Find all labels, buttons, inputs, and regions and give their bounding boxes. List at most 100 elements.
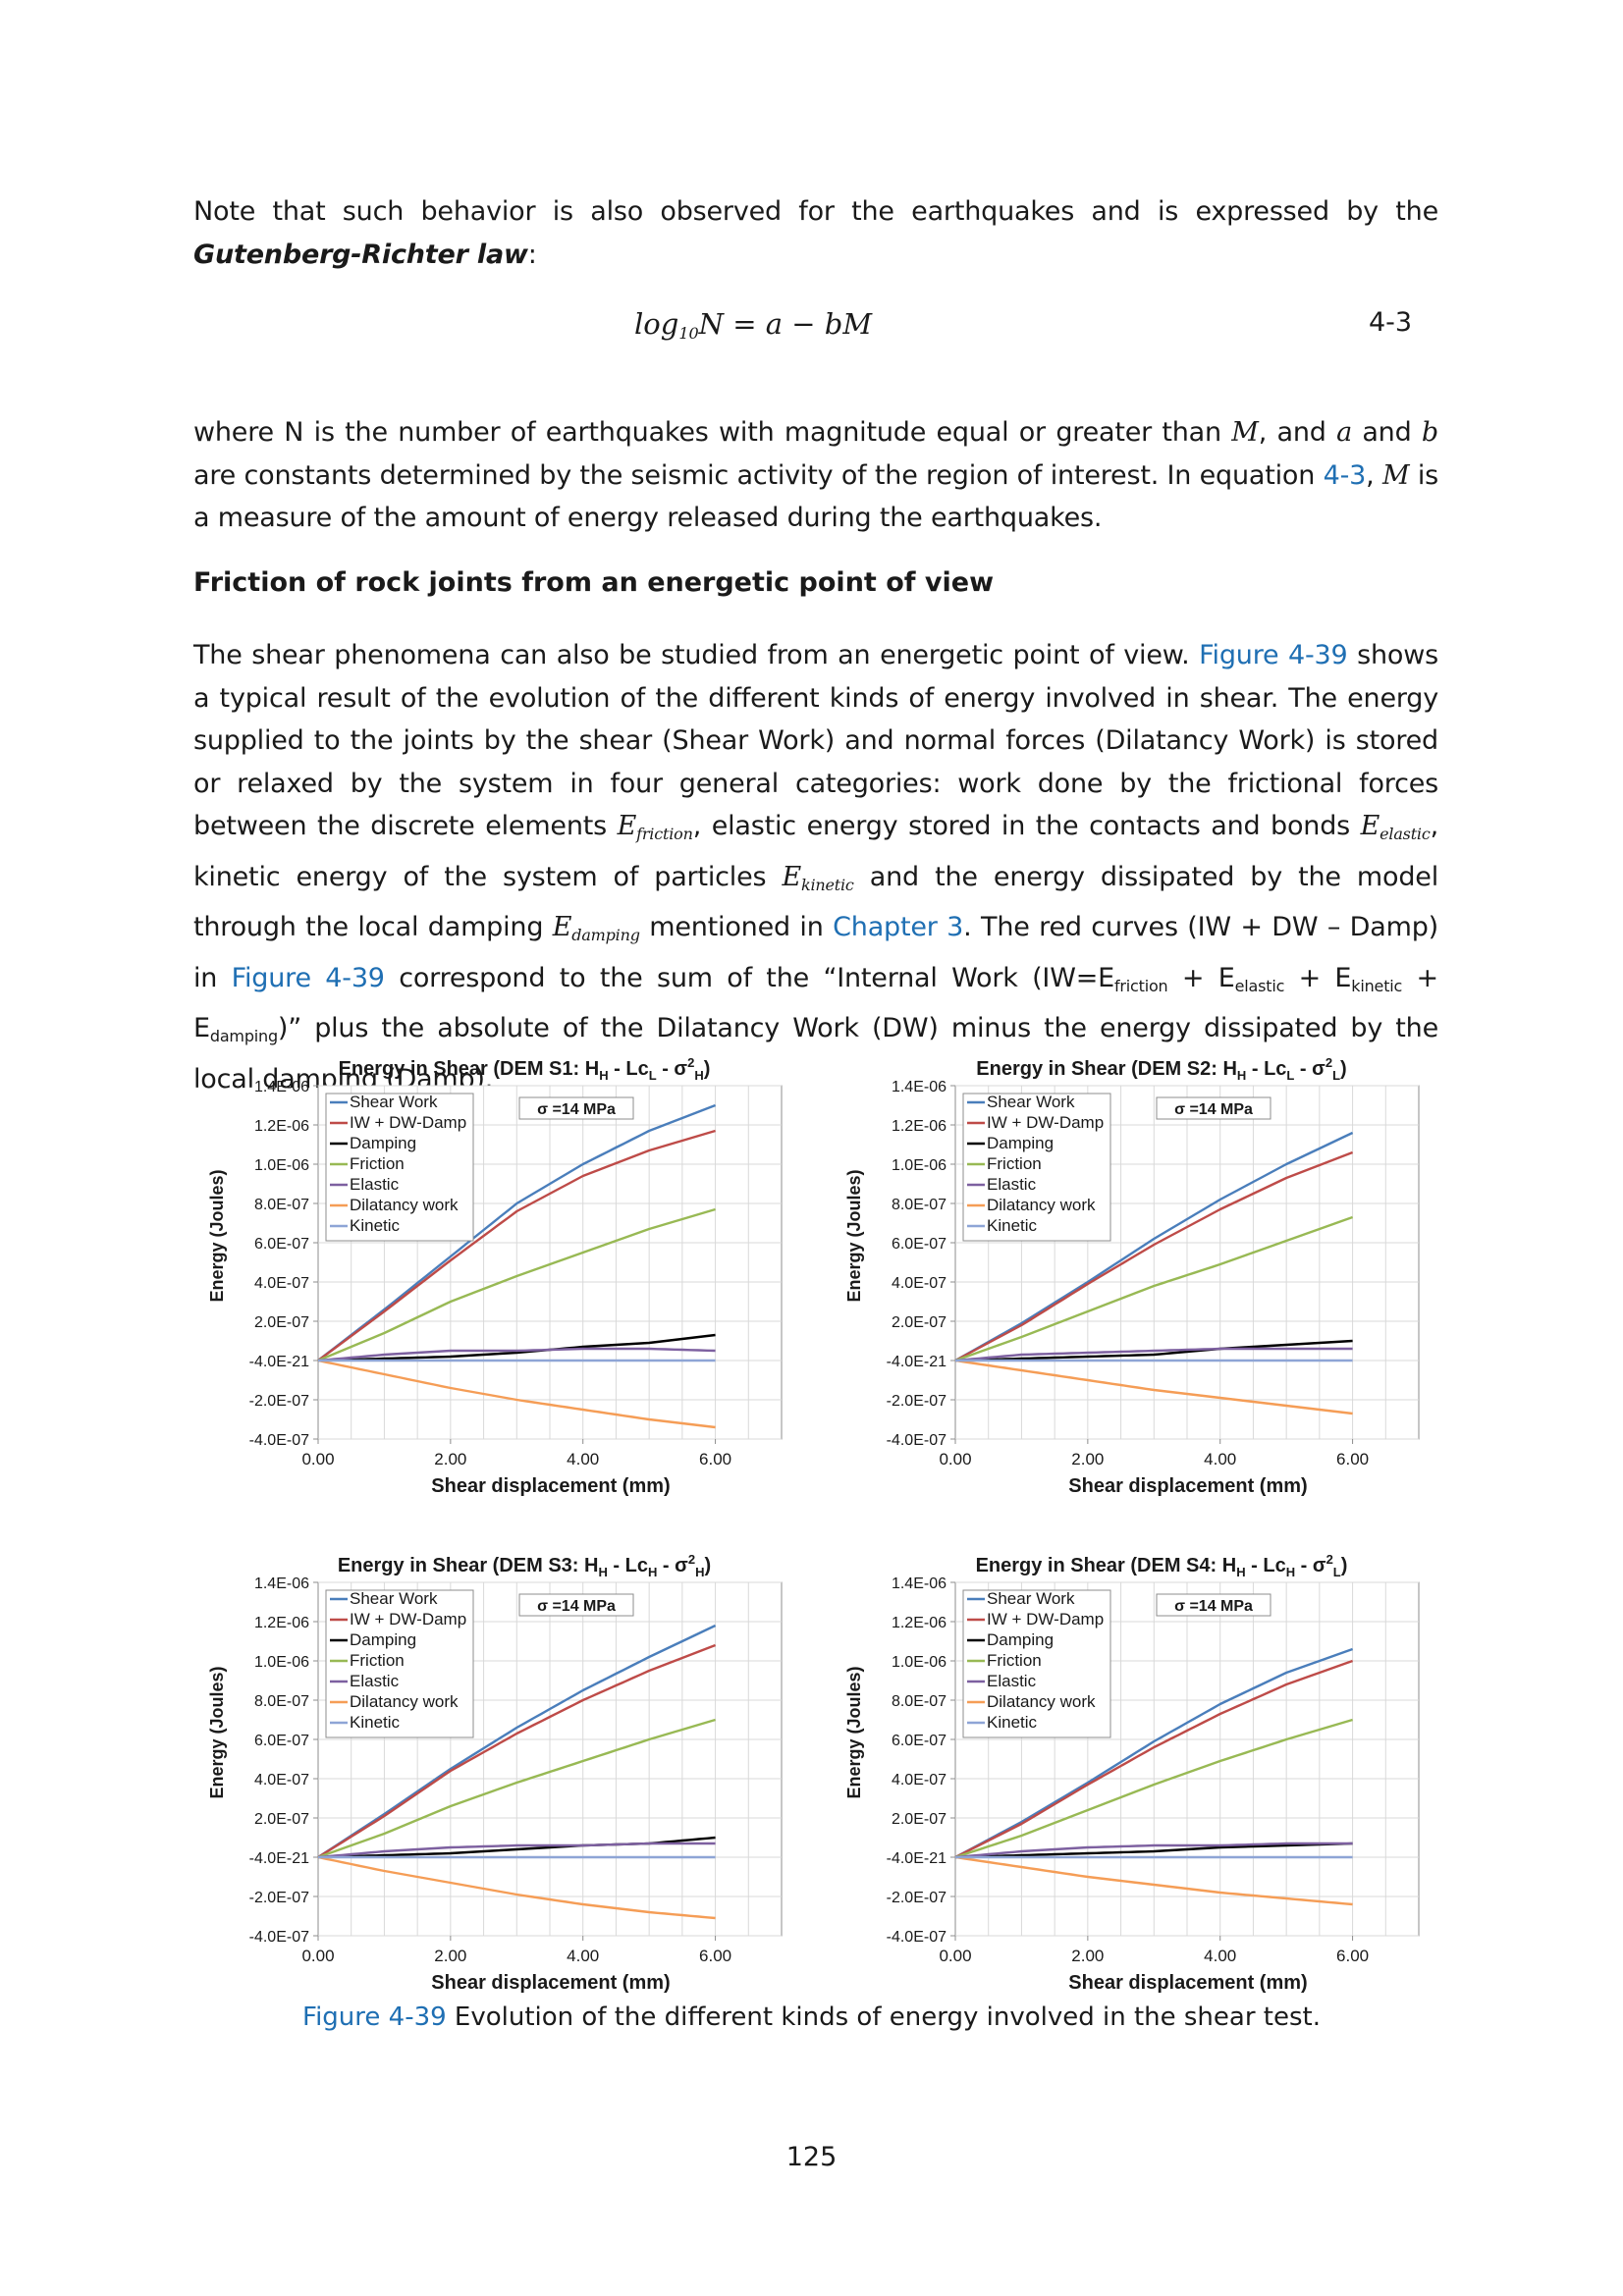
chart-4: 1.4E-06 1.2E-06 1.0E-06 8.0E-07 6.0E-07 4.0E-… [844,1552,1420,1994]
series-line-iw-dw-damp [954,1150,1354,1362]
series-line-elastic [317,1347,716,1362]
figure-reference-link[interactable]: Figure 4-39 [231,962,385,993]
paragraph-gutenberg-intro: Note that such behavior is also observed… [193,190,1438,276]
legend-entry: Elastic [350,1672,400,1690]
caption-figure-label: Figure 4-39 [302,2002,447,2032]
chart-title: Energy in Shear (DEM S3: HH - LcH - σ2H) [338,1552,711,1579]
paragraph-gutenberg-definitions: where N is the number of earthquakes wit… [193,411,1438,540]
y-tick-label: 8.0E-07 [254,1693,309,1710]
legend-box [325,1093,474,1242]
math-E-elastic: Eelastic [1360,811,1431,843]
legend-entry: Elastic [987,1175,1037,1194]
paragraph-text: , elastic energy stored in the contacts … [692,811,1361,841]
series-line-iw-dw-damp [317,1643,717,1859]
y-tick-label: 1.0E-06 [892,1654,947,1671]
chart-title: Energy in Shear (DEM S1: HH - LcL - σ2H) [339,1055,711,1083]
paragraph-text: The shear phenomena can also be studied … [193,640,1200,670]
y-tick-label: 2.0E-07 [254,1314,309,1331]
y-tick-label: -2.0E-07 [249,1393,309,1410]
math-a: a [1336,417,1352,448]
x-tick-label: 6.00 [1336,1947,1369,1965]
subscript: friction [1113,976,1168,995]
paragraph-text: mentioned in [639,912,834,942]
paragraph-text: are constants determined by the seismic … [193,459,1324,491]
y-tick-label: -4.0E-07 [887,1432,947,1449]
legend-entry: Shear Work [987,1093,1075,1111]
paragraph-text: : [527,239,537,270]
legend-entry: Dilatancy work [350,1692,459,1711]
series-line-dilatancy-work [954,1359,1353,1415]
x-tick-label: 4.00 [567,1450,599,1468]
paragraph-text: , [1366,459,1382,491]
y-tick-label: 1.4E-06 [892,1575,947,1592]
annotation-box [1156,1593,1271,1617]
y-tick-label: 1.4E-06 [254,1079,309,1095]
equation-base: 10 [678,324,699,343]
series-line-shear-work [954,1647,1353,1859]
series-line-damping [317,1333,716,1362]
subscript: elastic [1234,976,1285,995]
y-tick-label: -2.0E-07 [887,1890,947,1906]
chart-title: Energy in Shear (DEM S4: HH - LcH - σ2L) [976,1552,1348,1579]
y-axis-label: Energy (Joules) [844,1169,864,1302]
y-tick-label: -2.0E-07 [249,1890,309,1906]
equation-body: log10N = a − bM [634,307,872,343]
equation-log: log [634,307,679,341]
figure-reference-link[interactable]: Figure 4-39 [1199,640,1348,670]
y-tick-label: 1.0E-06 [254,1157,309,1174]
y-tick-label: 1.2E-06 [892,1615,947,1631]
y-tick-label: 1.2E-06 [254,1615,309,1631]
legend-entry: Damping [987,1134,1054,1152]
paragraph-text: Note that such behavior is also observed… [193,196,1438,227]
series-line-iw-dw-damp [317,1129,716,1362]
series-line-dilatancy-work [317,1359,716,1429]
y-tick-label: -4.0E-21 [249,1850,309,1867]
paragraph-text: )” plus the absolute of the Dilatancy Wo… [193,1013,1438,1095]
equation-reference-link[interactable]: 4-3 [1323,459,1367,491]
series-line-shear-work [317,1103,717,1362]
legend-box [962,1589,1111,1738]
y-tick-label: -4.0E-21 [887,1354,947,1370]
subscript: damping [209,1027,278,1045]
series-line-friction [317,1718,716,1859]
legend-entry: Friction [987,1154,1042,1173]
y-tick-label: 6.0E-07 [254,1236,309,1253]
legend-entry: Kinetic [987,1713,1038,1732]
paragraph-text: and the energy dissipated by the model t… [193,861,1438,943]
y-tick-label: 2.0E-07 [892,1314,947,1331]
math-E-damping: Edamping [552,912,640,944]
x-tick-label: 0.00 [939,1947,971,1965]
y-tick-label: 1.2E-06 [892,1118,947,1135]
x-tick-label: 2.00 [434,1947,466,1965]
series-line-shear-work [317,1624,717,1859]
y-tick-label: 8.0E-07 [892,1693,947,1710]
series-line-iw-dw-damp [954,1659,1353,1859]
y-tick-label: -4.0E-07 [249,1929,309,1946]
y-tick-label: 4.0E-07 [254,1275,309,1292]
math-subscript: damping [571,926,640,944]
paragraph-text: . The red curves (IW + DW – Damp) in [193,912,1438,993]
y-tick-label: 2.0E-07 [254,1811,309,1828]
math-b: b [1421,417,1438,448]
x-tick-label: 4.00 [1204,1450,1236,1468]
legend-entry: Kinetic [987,1216,1038,1235]
legend-box [962,1093,1111,1242]
x-tick-label: 6.00 [699,1947,731,1965]
x-tick-label: 4.00 [1204,1947,1236,1965]
math-E-kinetic: Ekinetic [782,861,854,894]
math-E-friction: Efriction [617,811,693,843]
legend-entry: Damping [350,1134,416,1152]
y-tick-label: 4.0E-07 [892,1772,947,1789]
legend-entry: Elastic [987,1672,1037,1690]
y-axis-label: Energy (Joules) [207,1169,227,1302]
paragraph-text: shows a typical result of the evolution … [193,640,1438,841]
y-axis-label: Energy (Joules) [207,1666,227,1798]
paragraph-text: + E [193,962,1438,1044]
section-heading: Friction of rock joints from an energeti… [193,567,995,598]
y-tick-label: 4.0E-07 [892,1275,947,1292]
chapter-reference-link[interactable]: Chapter 3 [833,912,964,942]
x-axis-label: Shear displacement (mm) [431,1475,670,1497]
annotation-text: σ =14 MPa [537,1598,616,1615]
